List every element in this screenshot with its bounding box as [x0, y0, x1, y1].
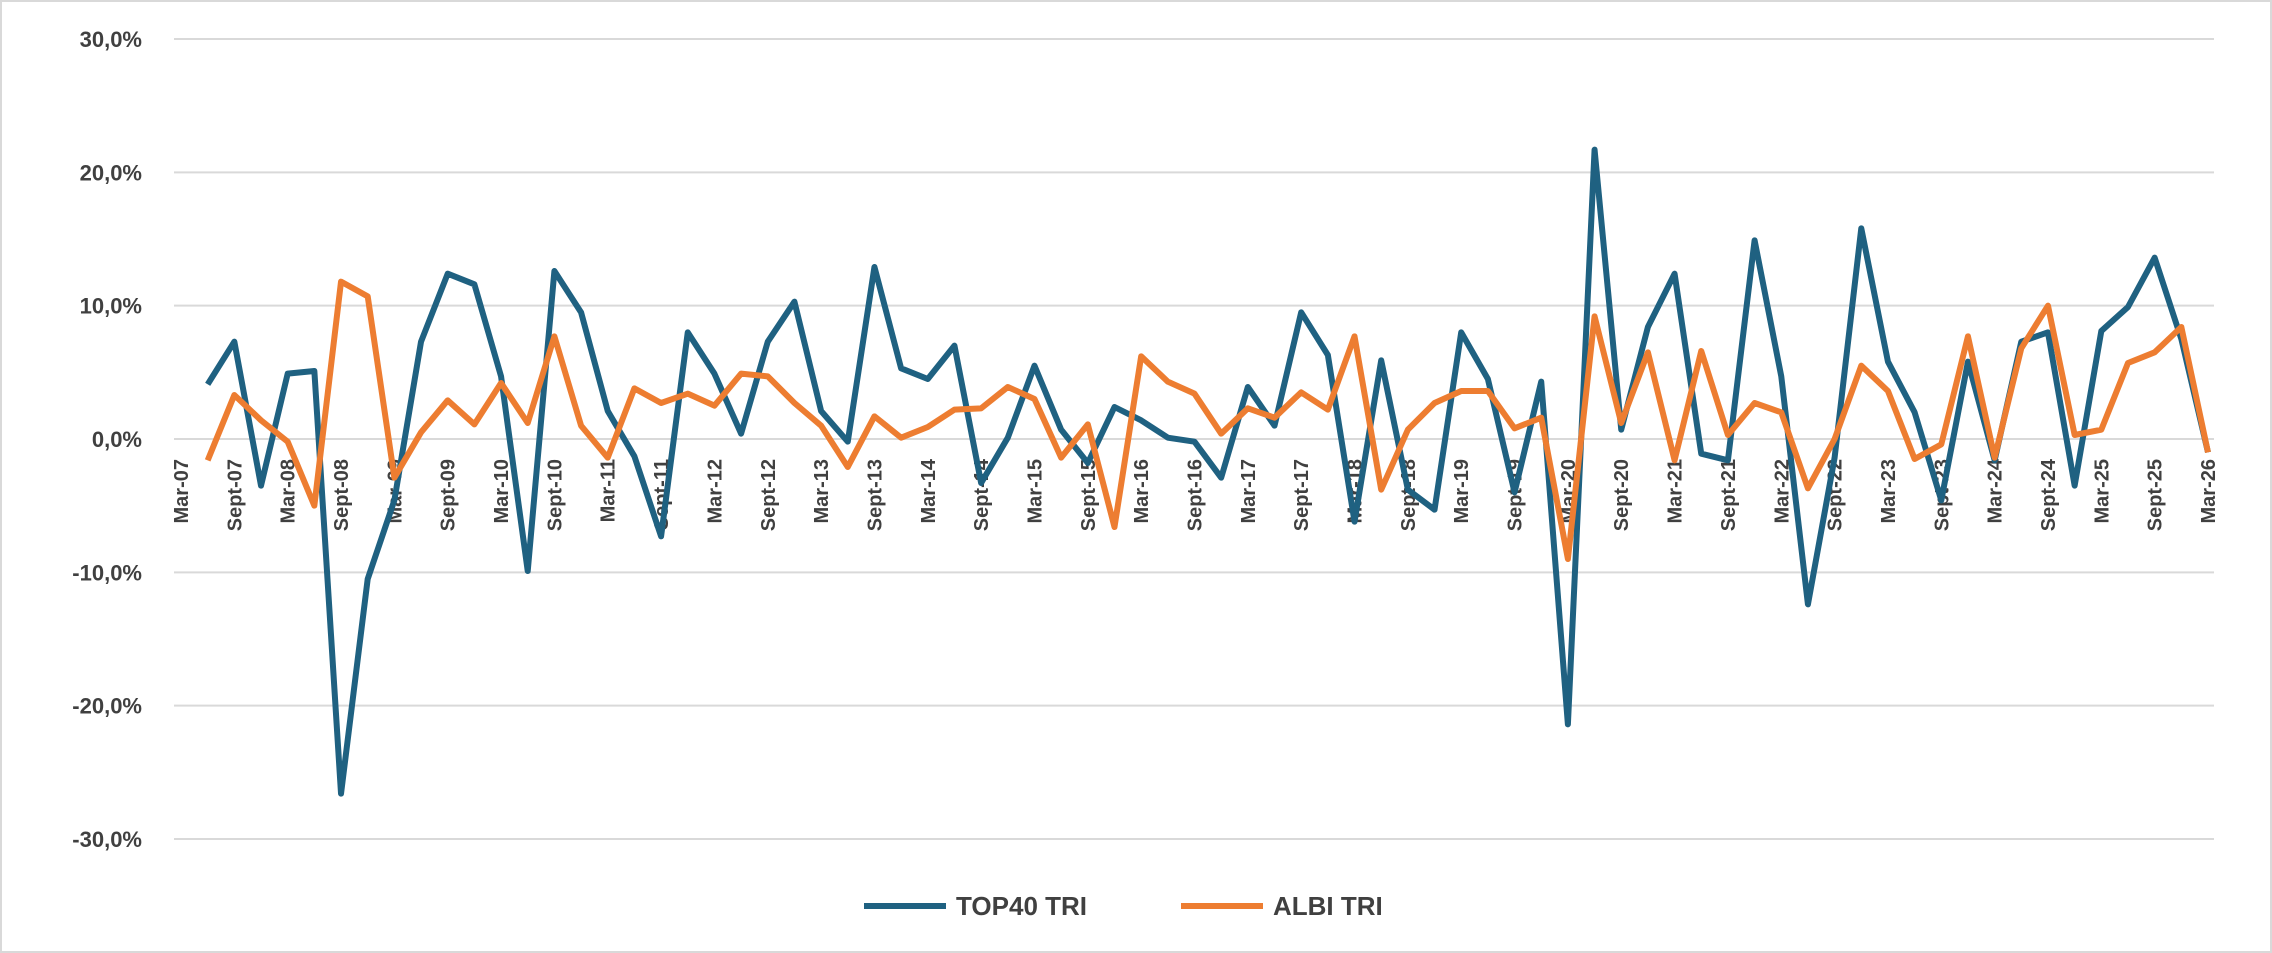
x-tick-label: Mar-21 [1665, 459, 1687, 523]
y-tick-label: -20,0% [72, 694, 142, 719]
x-tick-label: Mar-17 [1238, 459, 1260, 523]
x-tick-label: Mar-19 [1451, 459, 1473, 523]
x-tick-label: Sept-24 [2038, 458, 2060, 531]
x-tick-label: Mar-23 [1878, 459, 1900, 523]
y-tick-label: -30,0% [72, 827, 142, 852]
x-tick-label: Sept-15 [1078, 459, 1100, 531]
y-tick-label: 30,0% [80, 27, 142, 52]
y-tick-label: 20,0% [80, 160, 142, 185]
x-tick-label: Mar-26 [2198, 459, 2220, 523]
x-tick-label: Sept-13 [864, 459, 886, 531]
x-tick-label: Sept-07 [224, 459, 246, 531]
y-tick-label: 0,0% [92, 427, 142, 452]
y-tick-label: -10,0% [72, 560, 142, 585]
x-tick-label: Mar-22 [1771, 459, 1793, 523]
series-line [205, 146, 2211, 797]
x-tick-label: Mar-07 [171, 459, 193, 523]
x-tick-label: Mar-24 [1985, 458, 2007, 523]
x-tick-label: Sept-21 [1718, 459, 1740, 531]
x-tick-label: Sept-10 [544, 459, 566, 531]
legend-label: TOP40 TRI [956, 891, 1087, 921]
series-line [204, 278, 2211, 562]
x-tick-label: Sept-16 [1185, 459, 1207, 531]
y-tick-label: 10,0% [80, 294, 142, 319]
x-tick-label: Mar-15 [1024, 459, 1046, 523]
x-tick-label: Sept-17 [1291, 459, 1313, 531]
x-tick-label: Mar-11 [598, 459, 620, 522]
x-tick-label: Mar-13 [811, 459, 833, 523]
legend-label: ALBI TRI [1273, 891, 1383, 921]
x-tick-label: Sept-25 [2145, 459, 2167, 531]
x-tick-label: Mar-10 [491, 459, 513, 523]
x-tick-label: Mar-12 [704, 459, 726, 523]
x-tick-label: Mar-14 [918, 458, 940, 523]
x-tick-label: Sept-08 [331, 459, 353, 531]
x-tick-label: Mar-08 [278, 459, 300, 523]
x-tick-label: Sept-12 [758, 459, 780, 531]
x-tick-label: Mar-25 [2091, 459, 2113, 523]
x-tick-label: Sept-09 [438, 459, 460, 531]
x-tick-label: Sept-20 [1611, 459, 1633, 531]
x-tick-label: Mar-16 [1131, 459, 1153, 523]
